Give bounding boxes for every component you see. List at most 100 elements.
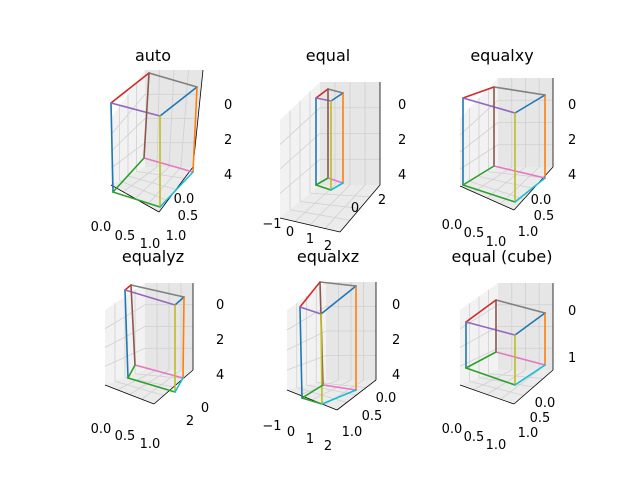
- series-line: [110, 102, 161, 117]
- series-line: [465, 299, 497, 323]
- z-tick-label: 4: [398, 168, 406, 183]
- series-line: [124, 289, 176, 306]
- series-line: [321, 389, 357, 405]
- series-line: [159, 171, 194, 208]
- x-tick-label: 2: [324, 239, 332, 254]
- grid-line: [459, 122, 553, 153]
- series-line: [327, 88, 344, 94]
- series-line: [112, 157, 145, 193]
- series-line: [299, 281, 321, 308]
- z-tick-label: 0: [392, 298, 400, 313]
- grid-line: [286, 330, 376, 351]
- chart-title: equal (cube): [452, 247, 553, 266]
- series-line: [174, 296, 185, 306]
- series-line: [495, 299, 546, 314]
- y-tick-label: 0.5: [178, 209, 199, 224]
- x-tick-label: 1: [306, 232, 314, 247]
- z-tick-label: 4: [568, 168, 576, 183]
- grid-line: [309, 192, 371, 198]
- series-line: [124, 284, 132, 291]
- y-tick-label: 0.0: [174, 192, 195, 207]
- x-tick-label: 0.0: [91, 422, 112, 437]
- x-axis-line: [104, 384, 155, 405]
- series-line: [110, 72, 150, 104]
- grid-line: [459, 347, 553, 367]
- floor-pane: [287, 380, 376, 410]
- grid-line: [110, 118, 198, 152]
- series-line: [322, 384, 357, 391]
- y-axis-line: [153, 369, 194, 405]
- series-line: [143, 72, 150, 159]
- floor-pane: [280, 185, 380, 232]
- grid-line: [316, 382, 367, 388]
- series-line: [514, 364, 546, 386]
- x-tick-label: 0: [287, 425, 295, 440]
- z-tick-label: 2: [398, 133, 406, 148]
- x-tick-label: 0.0: [442, 422, 463, 437]
- y-tick-label: 0.5: [530, 411, 551, 426]
- axes-6: equal (cube)0.00.51.00.00.51.001: [442, 247, 577, 453]
- z-tick-label: 4: [392, 368, 400, 383]
- grid-line: [459, 99, 553, 136]
- grid-line: [299, 201, 361, 209]
- y-axis-line: [513, 166, 554, 211]
- y-tick-label: 2: [378, 193, 386, 208]
- grid-line: [500, 369, 540, 400]
- x-tick-label: 1.0: [140, 437, 161, 452]
- grid-line: [286, 355, 376, 371]
- series-line: [182, 296, 185, 379]
- series-line: [493, 86, 546, 96]
- x-tick-label: 0.5: [115, 429, 136, 444]
- series-line: [330, 182, 344, 191]
- y-tick-label: 0: [351, 201, 359, 216]
- x-tick-label: 0: [286, 225, 294, 240]
- y-tick-label: 0.5: [362, 409, 383, 424]
- series-line: [330, 92, 344, 102]
- chart-title: equalyz: [122, 247, 184, 266]
- series-line: [192, 86, 198, 173]
- y-tick-label: 1.0: [342, 425, 363, 440]
- grid-line: [127, 175, 177, 190]
- series-line: [495, 351, 546, 366]
- series-line: [462, 97, 516, 114]
- grid-line: [478, 176, 534, 189]
- y-tick-label: 0.5: [534, 209, 555, 224]
- grid-line: [104, 347, 193, 367]
- series-line: [315, 88, 329, 99]
- chart-title: equalxy: [470, 46, 533, 65]
- y-tick-label: 1.0: [166, 229, 187, 244]
- chart-title: auto: [135, 46, 171, 65]
- chart-title: equal: [306, 46, 350, 65]
- series-line: [315, 184, 332, 191]
- x-tick-label: −1: [262, 217, 281, 232]
- grid-line: [180, 69, 189, 168]
- series-line: [143, 157, 194, 173]
- x-tick-label: 1.0: [486, 235, 507, 250]
- series-line: [299, 306, 303, 399]
- x-tick-label: −1: [262, 419, 281, 434]
- z-tick-label: 0: [224, 98, 232, 113]
- grid-line: [488, 373, 544, 379]
- grid-line: [279, 107, 380, 145]
- series-line: [462, 86, 495, 99]
- series-line: [174, 377, 184, 393]
- series-line: [112, 191, 161, 208]
- x-axis-line: [279, 217, 341, 233]
- x-tick-label: 1: [306, 432, 314, 447]
- series-line: [514, 94, 546, 114]
- y-tick-label: 2: [186, 414, 194, 429]
- z-tick-label: 4: [224, 168, 232, 183]
- y-axis-line: [339, 184, 381, 233]
- z-tick-label: 0: [568, 304, 576, 319]
- grid-line: [459, 144, 553, 170]
- x-tick-label: 1.0: [486, 438, 507, 453]
- grid-line: [146, 166, 182, 206]
- series-line: [514, 177, 546, 203]
- z-tick-label: 2: [568, 133, 576, 148]
- x-tick-label: 0.0: [91, 220, 112, 235]
- series-line: [320, 285, 357, 315]
